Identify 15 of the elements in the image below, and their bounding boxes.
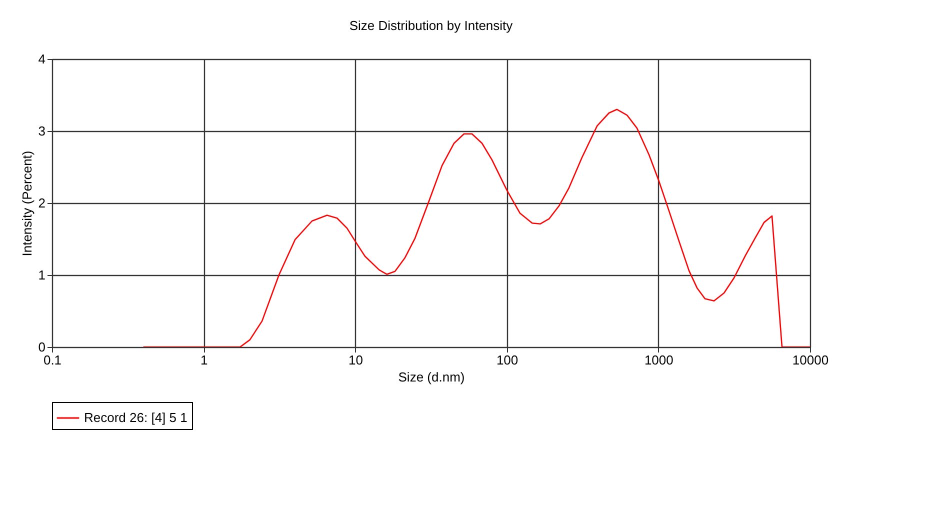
- y-tick-label: 1: [38, 268, 46, 282]
- x-tick-label: 0.1: [43, 352, 62, 368]
- y-tick-label: 2: [38, 196, 46, 210]
- x-tick-label: 10000: [792, 352, 829, 368]
- y-tick-label: 4: [38, 52, 46, 66]
- y-tick-label: 0: [38, 340, 46, 354]
- x-tick-label: 100: [496, 352, 518, 368]
- chart-title: Size Distribution by Intensity: [349, 18, 514, 33]
- x-axis-title: Size (d.nm): [398, 370, 465, 384]
- y-tick-label: 3: [38, 124, 46, 138]
- y-axis-title: Intensity (Percent): [19, 150, 34, 256]
- legend-label: Record 26: [4] 5 1: [84, 410, 188, 425]
- x-tick-label: 1000: [644, 352, 674, 368]
- x-tick-label: 10: [348, 352, 363, 368]
- x-tick-label: 1: [200, 352, 208, 368]
